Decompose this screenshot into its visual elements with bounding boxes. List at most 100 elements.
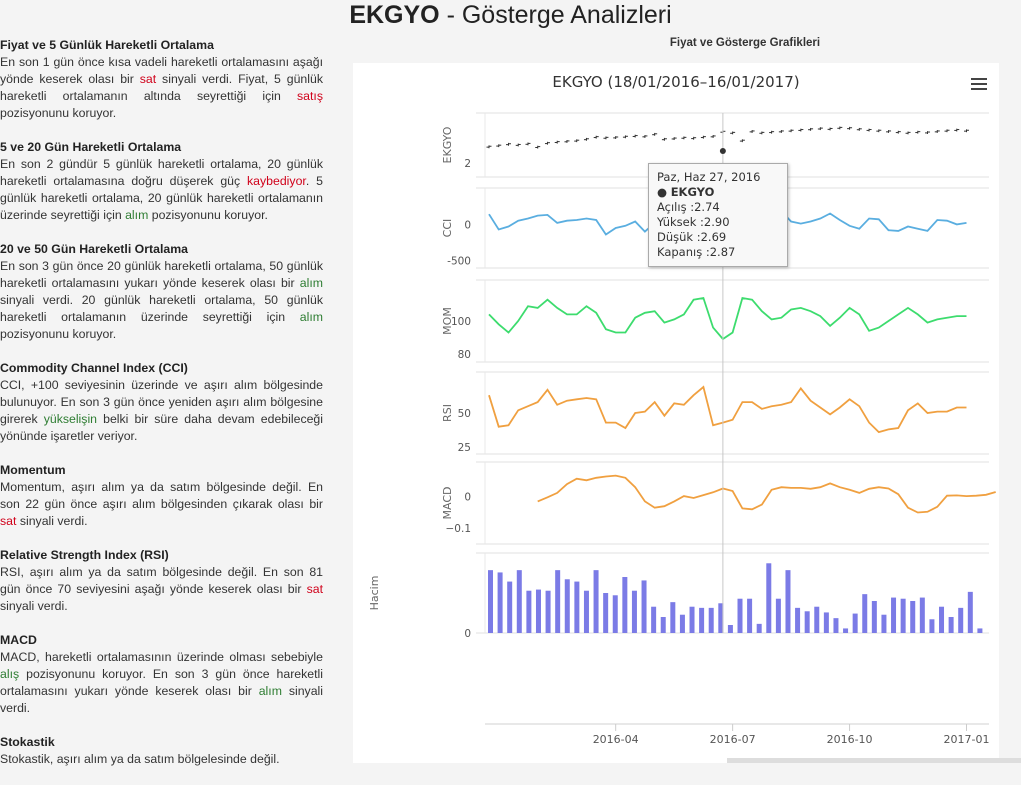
- series-line-macd: [537, 474, 996, 514]
- volume-bar: [622, 577, 628, 633]
- signal-word: sat: [306, 582, 323, 596]
- chart-title: EKGYO (18/01/2016–16/01/2017): [552, 73, 799, 91]
- section-title: Stokastik: [0, 735, 55, 749]
- body-text: En son 1 gün önce kısa vadeli hareketli …: [0, 55, 323, 86]
- signal-word: alım: [299, 310, 323, 324]
- section-title: Commodity Channel Index (CCI): [0, 361, 188, 375]
- analysis-section: Commodity Channel Index (CCI) CCI, +100 s…: [0, 360, 323, 445]
- body-text: MACD, hareketli ortalamasının üzerinde o…: [0, 650, 323, 664]
- section-title: Momentum: [0, 463, 66, 477]
- volume-bar: [507, 581, 513, 633]
- body-text: pozisyonunu koruyor.: [0, 327, 117, 341]
- body-text: sinyali verdi.: [0, 684, 323, 715]
- signal-word: sat: [139, 72, 157, 86]
- volume-bar: [727, 625, 733, 633]
- body-text: CCI, +100 seviyesinin üzerinde ve aşırı …: [0, 378, 323, 426]
- section-body: En son 3 gün önce 20 günlük hareketli or…: [0, 258, 323, 343]
- analysis-section: 20 ve 50 Gün Hareketli Ortalama En son 3 …: [0, 241, 323, 343]
- volume-bar: [891, 597, 897, 633]
- volume-bar: [516, 570, 522, 633]
- signal-word: alım: [125, 208, 149, 222]
- panel-axis-label: MOM: [441, 307, 454, 335]
- signal-word: alış: [0, 667, 20, 681]
- series-line-rsi: [488, 385, 967, 434]
- tooltip-series-name: EKGYO: [670, 185, 715, 199]
- x-axis-tick-label: 2017-01: [944, 733, 990, 746]
- volume-bar: [833, 618, 839, 633]
- tooltip-high: Yüksek :2.90: [657, 215, 730, 229]
- volume-bar: [660, 617, 666, 633]
- panel-y-tick-label: 25: [458, 442, 471, 454]
- hover-point-marker: [719, 148, 726, 154]
- x-axis-tick-label: 2016-10: [827, 733, 873, 746]
- body-text: En son 3 gün önce 20 günlük hareketli or…: [0, 259, 323, 290]
- volume-bar: [948, 617, 954, 633]
- panel-y-tick-label: 100: [451, 316, 471, 328]
- panel-y-tick-label: 0: [464, 492, 471, 504]
- volume-bar: [795, 607, 801, 633]
- volume-bar: [555, 570, 561, 633]
- section-body: MACD, hareketli ortalamasının üzerinde o…: [0, 649, 323, 717]
- volume-bar: [631, 590, 637, 633]
- chart-tooltip: Paz, Haz 27, 2016 ● EKGYO Açılış :2.74 Y…: [648, 163, 788, 267]
- volume-bar: [747, 598, 753, 633]
- volume-bar: [958, 607, 964, 633]
- volume-bar: [612, 595, 618, 633]
- body-text: Momentum, aşırı alım ya da satım bölgesi…: [0, 480, 323, 511]
- body-text: En son 2 gündür 5 günlük hareketli ortal…: [0, 157, 323, 188]
- panel-y-tick-label: 80: [458, 349, 471, 361]
- page-title-text: Gösterge Analizleri: [461, 1, 672, 29]
- volume-bar: [910, 601, 916, 633]
- body-text: sinyali verdi. Fiyat, 5 günlük hareketli…: [0, 72, 323, 103]
- chart-container: EKGYO (18/01/2016–16/01/2017) EKGYO 2 CCI 0 -…: [353, 63, 999, 763]
- volume-bar: [756, 623, 762, 633]
- volume-bar: [814, 606, 820, 633]
- analysis-section: MACD MACD, hareketli ortalamasının üzerin…: [0, 632, 323, 717]
- signal-word: alım: [299, 276, 323, 290]
- horizontal-scrollbar[interactable]: [727, 758, 1021, 763]
- volume-bar: [900, 598, 906, 633]
- section-body: Stokastik, aşırı alım ya da satım bölgel…: [0, 751, 323, 768]
- volume-bar: [497, 572, 503, 633]
- chart-menu-icon[interactable]: [971, 78, 987, 92]
- volume-bar: [679, 614, 685, 633]
- volume-bar: [564, 579, 570, 633]
- section-body: En son 2 gündür 5 günlük hareketli ortal…: [0, 156, 323, 224]
- volume-bar: [881, 614, 887, 633]
- tooltip-low: Düşük :2.69: [657, 230, 727, 244]
- section-body: RSI, aşırı alım ya da satım bölgesinde d…: [0, 564, 323, 615]
- volume-bar: [775, 598, 781, 633]
- panel-y-tick-label: −0.1: [446, 523, 472, 535]
- panel-axis-label: Hacim: [368, 576, 381, 611]
- volume-bar: [977, 628, 983, 633]
- panel-axis-label: RSI: [441, 404, 454, 422]
- section-title: 5 ve 20 Gün Hareketli Ortalama: [0, 140, 182, 154]
- volume-bar: [862, 594, 868, 633]
- volume-bar: [583, 590, 589, 633]
- series-line-mom: [488, 296, 967, 341]
- signal-word: yükselişin: [43, 412, 98, 426]
- volume-bar: [641, 580, 647, 633]
- analysis-text-column: Fiyat ve 5 Günlük Hareketli Ortalama En s…: [0, 37, 323, 785]
- volume-bar: [823, 612, 829, 633]
- volume-bar: [526, 590, 532, 633]
- panel-y-tick-label: 0: [464, 628, 471, 640]
- volume-bar: [871, 601, 877, 633]
- page-title: EKGYO - Gösterge Analizleri: [0, 0, 1021, 30]
- volume-bar: [929, 619, 935, 633]
- body-text: pozisyonunu koruyor. En son 3 gün önce h…: [0, 667, 323, 698]
- tooltip-close: Kapanış :2.87: [657, 245, 736, 259]
- volume-bar: [843, 628, 849, 633]
- signal-word: satış: [297, 89, 323, 103]
- page-title-separator: -: [439, 1, 462, 29]
- body-text: . 5 günlük hareketli ortalama, 20 günlük…: [0, 174, 323, 222]
- volume-bar: [651, 606, 657, 633]
- volume-bar: [689, 606, 695, 633]
- volume-bar: [766, 563, 772, 633]
- volume-bar: [785, 570, 791, 633]
- panel-y-tick-label: 50: [458, 408, 471, 420]
- tooltip-series: ● EKGYO: [657, 185, 715, 199]
- section-body: CCI, +100 seviyesinin üzerinde ve aşırı …: [0, 377, 323, 445]
- volume-bar: [603, 593, 609, 633]
- body-text: pozisyonunu koruyor.: [148, 208, 268, 222]
